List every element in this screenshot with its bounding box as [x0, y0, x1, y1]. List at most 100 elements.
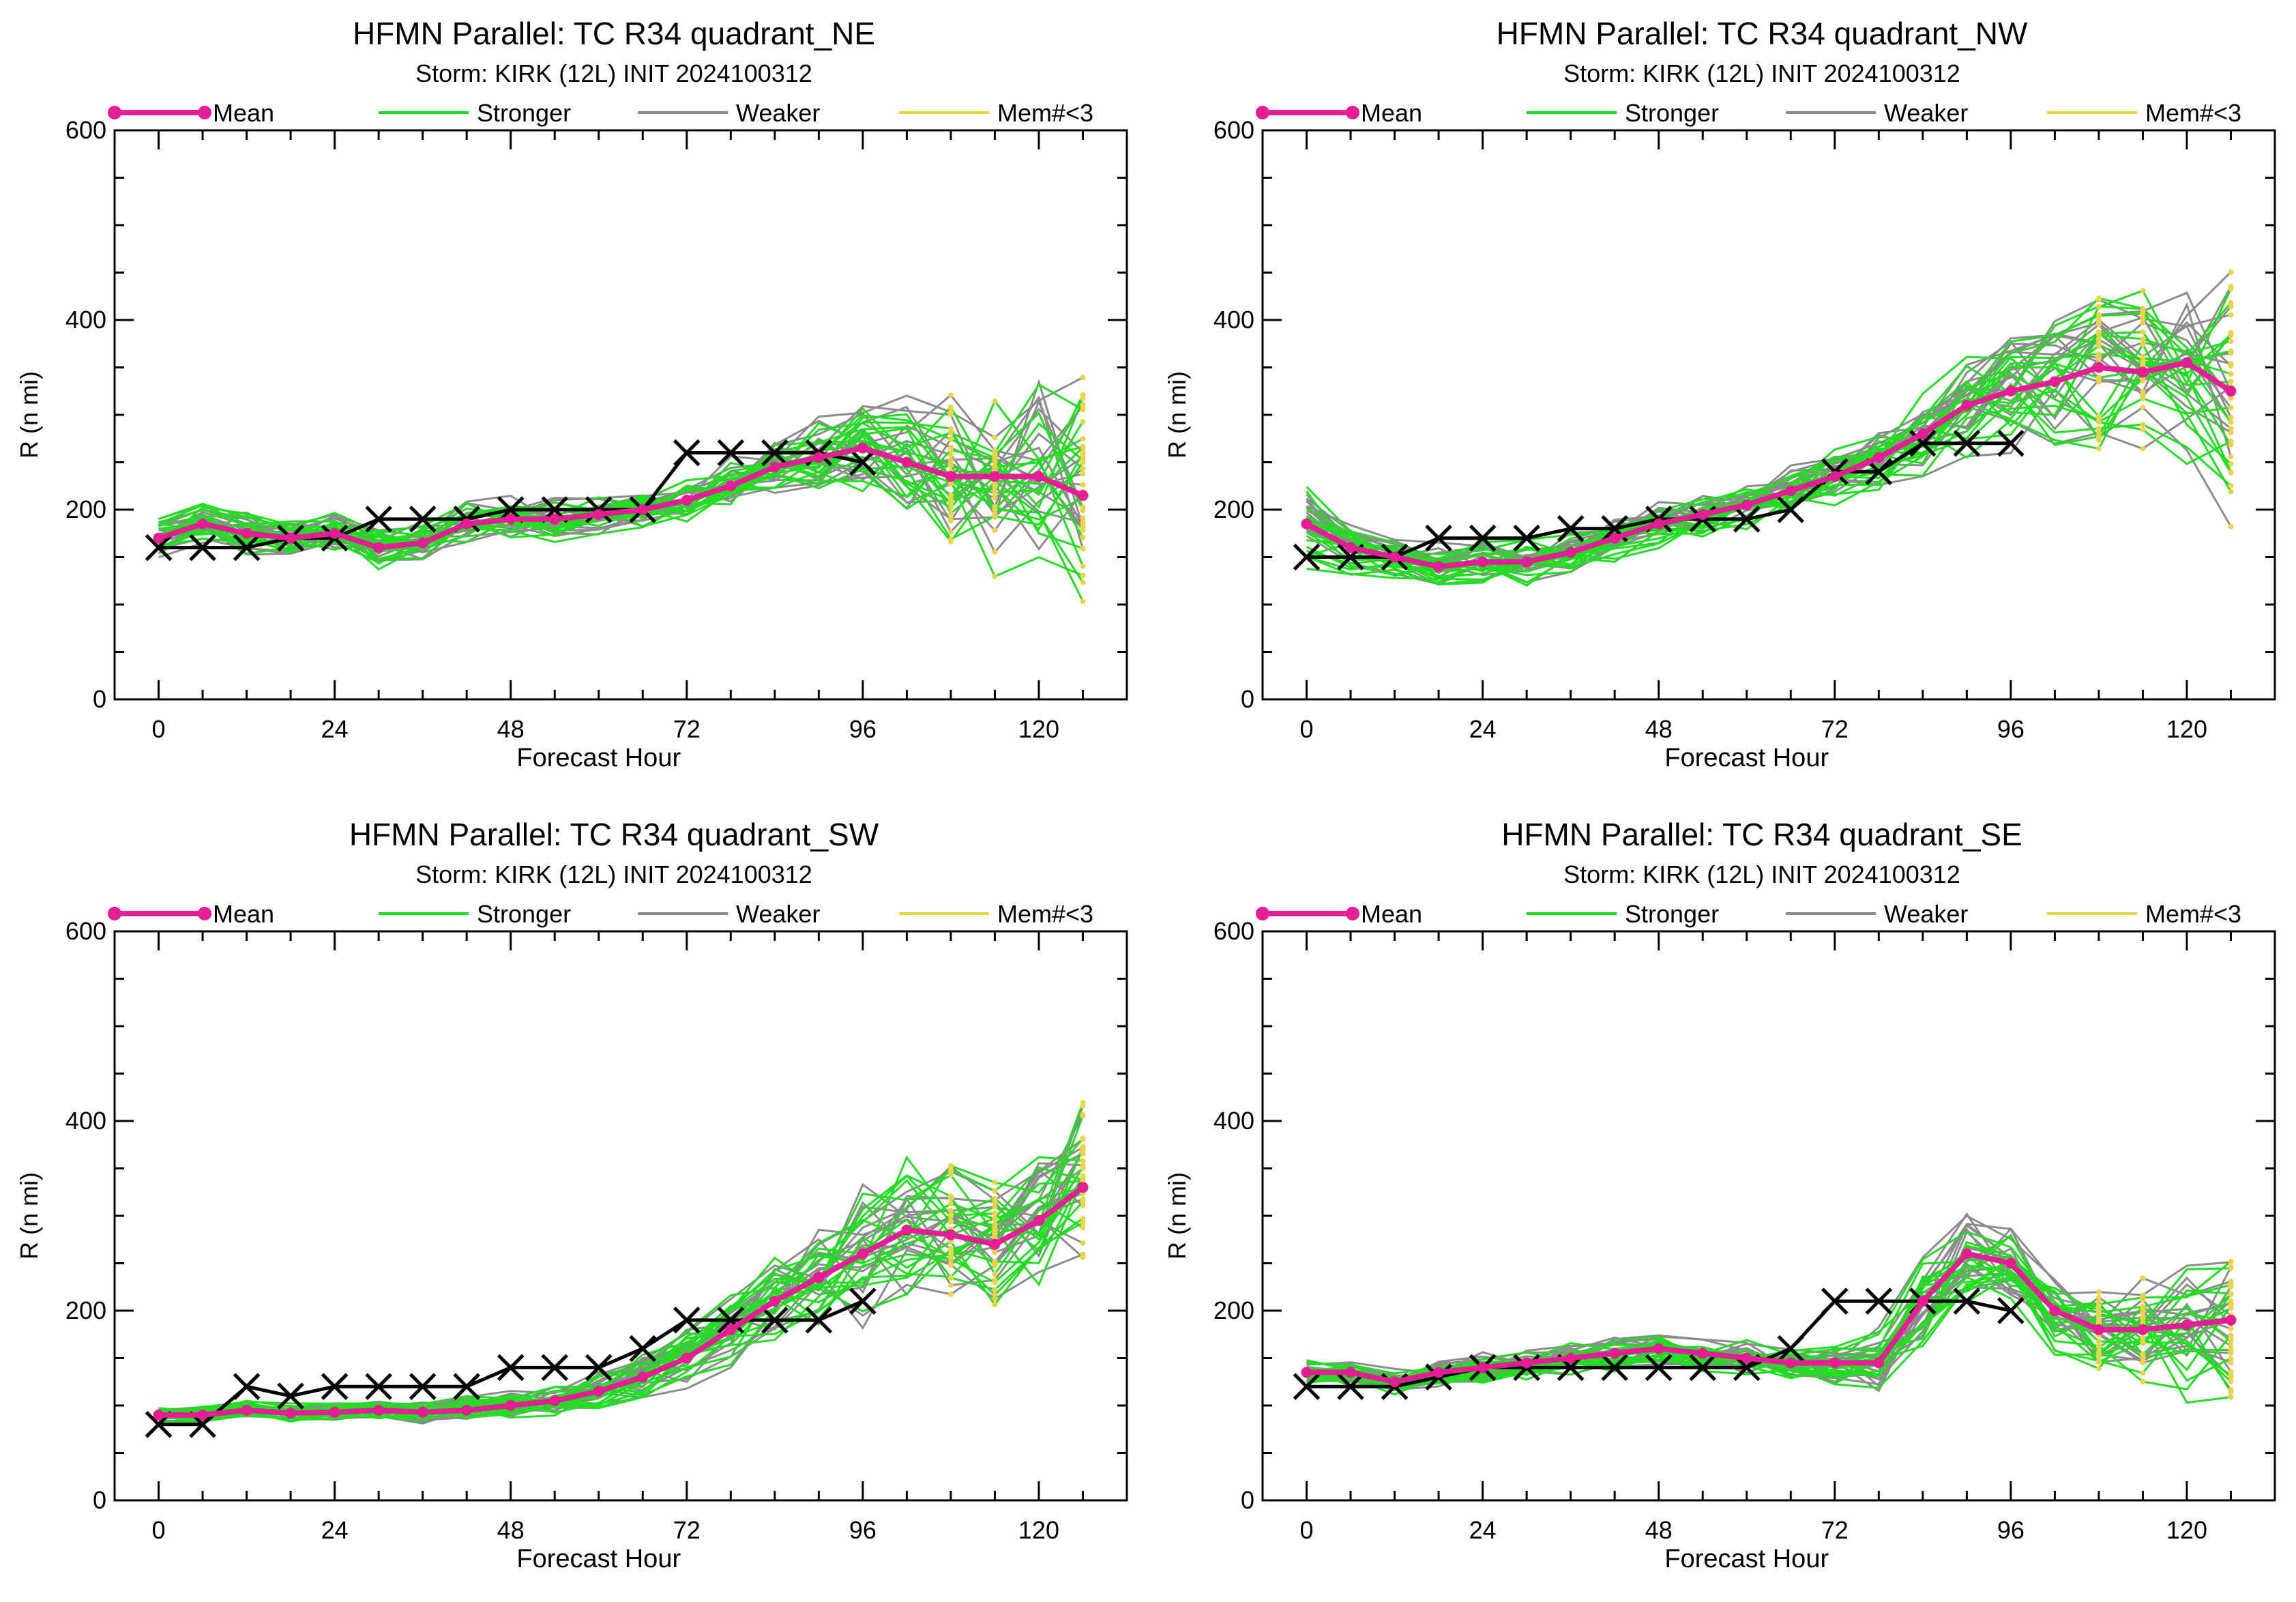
member-point-memlt3 — [992, 1277, 998, 1283]
member-point-memlt3 — [947, 1212, 954, 1218]
mean-point — [1301, 518, 1312, 529]
mean-point — [1829, 471, 1840, 482]
member-point-memlt3 — [2095, 340, 2102, 347]
member-point-memlt3 — [2140, 1379, 2146, 1385]
member-point-memlt3 — [947, 1201, 954, 1207]
member-line-weaker — [1306, 313, 2231, 574]
observed-marker — [1909, 429, 1937, 457]
observed-marker — [585, 1354, 613, 1382]
member-point-memlt3 — [947, 404, 954, 410]
observed-marker — [1733, 506, 1761, 533]
member-point-memlt3 — [1080, 546, 1086, 552]
member-point-memlt3 — [992, 1271, 998, 1277]
mean-point — [461, 1404, 473, 1416]
mean-point — [725, 1324, 737, 1335]
member-point-memlt3 — [2140, 1354, 2146, 1360]
y-axis-label: R (n mi) — [15, 1172, 43, 1259]
mean-point — [945, 1229, 956, 1240]
legend-label-memlt3: Mem#<3 — [997, 99, 1093, 127]
observed-marker — [1293, 1373, 1321, 1400]
member-point-memlt3 — [2140, 1370, 2146, 1376]
mean-point — [901, 456, 913, 468]
legend-label-weaker: Weaker — [1884, 99, 1968, 127]
member-point-memlt3 — [1080, 572, 1086, 579]
chart-title: HFMN Parallel: TC R34 quadrant_SW — [349, 817, 879, 852]
mean-point — [1477, 1362, 1488, 1373]
chart-panel-ne: HFMN Parallel: TC R34 quadrant_NE Storm: … — [15, 16, 1128, 772]
member-point-memlt3 — [1080, 1111, 1086, 1118]
mean-point — [153, 532, 164, 544]
y-axis: 0 200 400 600 R (n mi) — [1163, 116, 2275, 713]
mean-point — [2137, 366, 2149, 378]
member-point-memlt3 — [2228, 1360, 2234, 1366]
x-axis-label: Forecast Hour — [516, 744, 681, 772]
mean-point — [373, 542, 385, 553]
legend-dot — [108, 106, 121, 119]
mean-point — [2093, 1324, 2104, 1335]
legend-dot — [198, 907, 211, 920]
member-point-memlt3 — [2095, 295, 2102, 302]
legend-label-mean: Mean — [213, 900, 274, 928]
observed-marker — [321, 1373, 349, 1400]
mean-point — [373, 1404, 385, 1416]
mean-point — [637, 1371, 649, 1383]
chart-subtitle: Storm: KIRK (12L) INIT 2024100312 — [415, 59, 812, 87]
mean-point — [505, 1400, 516, 1411]
member-point-memlt3 — [992, 1215, 998, 1221]
member-point-memlt3 — [2228, 1305, 2234, 1311]
member-point-memlt3 — [947, 492, 954, 498]
member-point-memlt3 — [2228, 363, 2234, 369]
member-point-memlt3 — [2140, 1313, 2146, 1320]
x-tick-label: 24 — [321, 715, 349, 743]
member-point-memlt3 — [947, 510, 954, 516]
member-point-memlt3 — [2095, 1365, 2102, 1371]
legend: Mean Stronger Weaker Mem#<3 — [1256, 99, 2241, 127]
mean-point — [1609, 532, 1621, 544]
legend-dot — [1346, 907, 1359, 920]
mean-point — [1917, 428, 1928, 439]
member-point-memlt3 — [2095, 1354, 2102, 1360]
mean-point — [1565, 1352, 1576, 1364]
mean-point — [1653, 518, 1664, 529]
member-point-memlt3 — [2140, 288, 2146, 294]
member-point-memlt3 — [2140, 315, 2146, 321]
member-point-memlt3 — [947, 462, 954, 468]
mean-point — [945, 471, 956, 482]
observed-marker — [673, 439, 701, 467]
observed-marker — [1337, 1373, 1364, 1400]
mean-point — [725, 480, 737, 492]
member-point-memlt3 — [2228, 395, 2234, 401]
member-point-memlt3 — [1080, 436, 1086, 442]
member-point-memlt3 — [947, 1291, 954, 1297]
mean-point — [505, 513, 516, 525]
member-point-memlt3 — [2228, 338, 2234, 345]
member-point-memlt3 — [1080, 1225, 1086, 1231]
member-point-memlt3 — [1080, 418, 1086, 424]
mean-point — [2225, 385, 2237, 397]
y-axis-label: R (n mi) — [1163, 371, 1191, 458]
member-point-memlt3 — [992, 398, 998, 404]
member-point-memlt3 — [2228, 1347, 2234, 1353]
member-point-memlt3 — [2140, 319, 2146, 325]
mean-point — [1741, 1352, 1752, 1364]
y-axis-label: R (n mi) — [15, 371, 43, 458]
member-line-stronger — [1306, 360, 2231, 581]
mean-point — [813, 452, 825, 463]
y-tick-label: 0 — [93, 1486, 106, 1514]
mean-point — [241, 1404, 252, 1416]
member-point-memlt3 — [2140, 405, 2146, 411]
member-point-memlt3 — [1080, 449, 1086, 455]
member-point-memlt3 — [1080, 457, 1086, 463]
observed-marker — [409, 506, 437, 533]
member-point-memlt3 — [2228, 523, 2234, 529]
member-point-memlt3 — [1080, 1177, 1086, 1183]
member-point-memlt3 — [992, 1221, 998, 1227]
member-point-memlt3 — [1080, 395, 1086, 401]
observed-marker — [1997, 1297, 2025, 1324]
x-tick-label: 120 — [2166, 715, 2207, 743]
mean-point — [1389, 1376, 1400, 1388]
mean-point — [637, 504, 649, 515]
mean-point — [1077, 1182, 1089, 1193]
member-point-memlt3 — [947, 1238, 954, 1244]
member-line-stronger — [158, 1175, 1084, 1421]
